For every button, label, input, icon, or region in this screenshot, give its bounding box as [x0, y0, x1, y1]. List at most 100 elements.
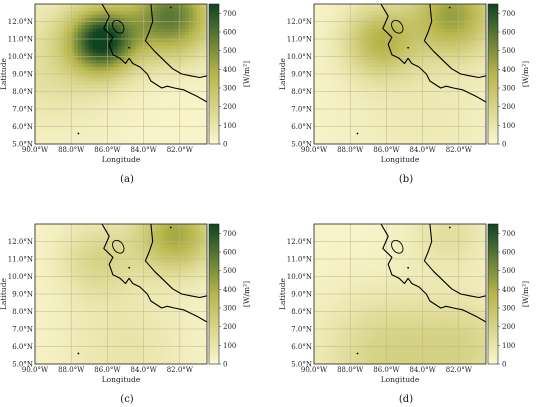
heatmap-cell: [49, 35, 54, 40]
heatmap-cell: [146, 49, 151, 54]
heatmap-cell: [131, 77, 136, 82]
heatmap-cell: [439, 112, 444, 117]
heatmap-cell: [106, 109, 111, 113]
heatmap-cell: [335, 70, 340, 75]
heatmap-cell: [95, 336, 100, 340]
heatmap-cell: [378, 67, 383, 71]
heatmap-cell: [67, 112, 72, 117]
heatmap-cell: [174, 32, 179, 36]
heatmap-cell: [49, 269, 54, 274]
heatmap-cell: [74, 336, 79, 340]
heatmap-cell: [60, 269, 65, 274]
heatmap-cell: [81, 35, 86, 40]
heatmap-cell: [135, 95, 140, 99]
heatmap-cell: [407, 14, 412, 19]
heatmap-cell: [400, 119, 404, 124]
heatmap-cell: [314, 119, 318, 124]
heatmap-cell: [410, 4, 415, 8]
heatmap-cell: [85, 224, 90, 228]
heatmap-cell: [106, 357, 111, 361]
heatmap-cell: [81, 325, 86, 330]
heatmap-cell: [371, 88, 376, 92]
heatmap-cell: [74, 241, 79, 246]
heatmap-cell: [189, 98, 194, 103]
heatmap-cell: [446, 91, 451, 96]
heatmap-cell: [103, 224, 108, 228]
heatmap-cell: [432, 74, 437, 78]
heatmap-cell: [382, 123, 387, 127]
heatmap-cell: [328, 109, 333, 113]
heatmap-cell: [128, 21, 133, 26]
heatmap-cell: [482, 126, 486, 131]
heatmap-cell: [49, 119, 54, 124]
heatmap-cell: [85, 308, 90, 312]
heatmap-cell: [331, 123, 336, 127]
heatmap-cell: [460, 46, 465, 50]
heatmap-cell: [321, 98, 326, 103]
heatmap-cell: [95, 35, 100, 40]
heatmap-cell: [346, 63, 351, 68]
heatmap-cell: [167, 77, 172, 82]
heatmap-cell: [453, 53, 458, 57]
heatmap-cell: [389, 123, 394, 127]
heatmap-cell: [85, 102, 90, 106]
heatmap-cell: [81, 11, 86, 15]
heatmap-cell: [113, 133, 118, 138]
heatmap-cell: [42, 14, 47, 19]
heatmap-cell: [117, 53, 122, 57]
heatmap-cell: [38, 315, 43, 319]
heatmap-cell: [135, 91, 140, 96]
heatmap-cell: [464, 32, 469, 36]
heatmap-cell: [67, 42, 72, 47]
heatmap-cell: [203, 81, 207, 85]
heatmap-cell: [35, 7, 39, 12]
heatmap-cell: [106, 102, 111, 106]
heatmap-cell: [385, 98, 390, 103]
heatmap-cell: [475, 63, 480, 68]
heatmap-cell: [146, 133, 151, 138]
heatmap-cell: [443, 11, 447, 15]
heatmap-cell: [392, 74, 397, 78]
heatmap-cell: [35, 39, 39, 43]
heatmap-cell: [124, 248, 129, 253]
heatmap-cell: [81, 304, 86, 309]
heatmap-cell: [128, 123, 133, 127]
heatmap-cell: [85, 259, 90, 263]
heatmap-cell: [453, 28, 458, 33]
heatmap-cell: [482, 91, 486, 96]
heatmap-cell: [389, 28, 394, 33]
heatmap-cell: [346, 18, 351, 22]
heatmap-cell: [453, 91, 458, 96]
heatmap-cell: [38, 46, 43, 50]
heatmap-cell: [371, 28, 376, 33]
heatmap-cell: [121, 105, 125, 110]
heatmap-cell: [353, 18, 358, 22]
heatmap-cell: [142, 77, 147, 82]
heatmap-cell: [457, 70, 462, 75]
heatmap-cell: [52, 241, 57, 246]
heatmap-cell: [378, 18, 383, 22]
heatmap-cell: [414, 105, 419, 110]
heatmap-cell: [117, 77, 122, 82]
heatmap-cell: [435, 7, 440, 12]
coastline-path: [380, 4, 486, 103]
heatmap-cell: [181, 18, 186, 22]
heatmap-cell: [56, 46, 61, 50]
heatmap-cell: [103, 53, 108, 57]
heatmap-cell: [189, 130, 194, 134]
heatmap-cell: [42, 140, 47, 144]
heatmap-cell: [124, 273, 129, 277]
heatmap-cell: [421, 60, 426, 64]
heatmap-cell: [149, 28, 154, 33]
heatmap-cell: [92, 231, 97, 235]
heatmap-cell: [317, 70, 322, 75]
heatmap-cell: [117, 25, 122, 29]
heatmap-cell: [63, 315, 68, 319]
heatmap-cell: [81, 102, 86, 106]
heatmap-cell: [117, 343, 122, 347]
heatmap-cell: [117, 248, 122, 253]
heatmap-cell: [81, 91, 86, 96]
heatmap-cell: [35, 32, 39, 36]
heatmap-cell: [92, 353, 97, 358]
heatmap-cell: [196, 67, 201, 71]
